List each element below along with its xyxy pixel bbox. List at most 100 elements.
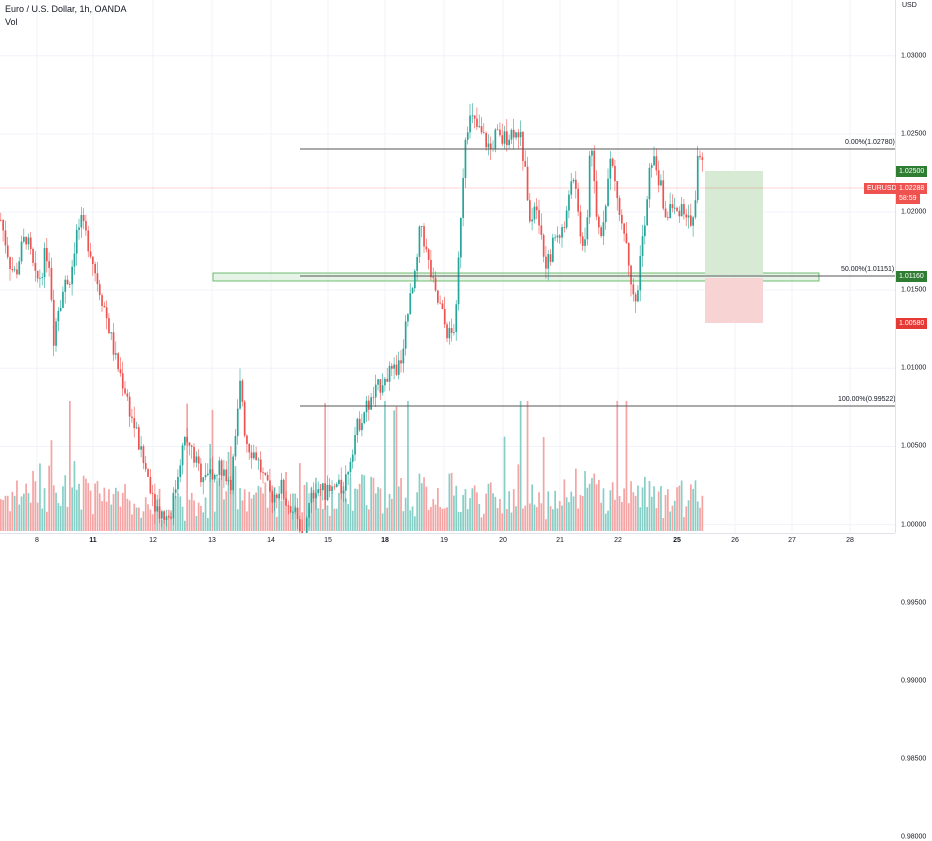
fib-label-100: 100.00%(0.99522) — [838, 396, 896, 403]
volume-bar — [29, 502, 32, 531]
candle-body — [43, 247, 46, 278]
volume-bar — [508, 491, 510, 531]
volume-bar — [117, 491, 119, 531]
chart-area[interactable]: Euro / U.S. Dollar, 1h, OANDA Vol 0.00%(… — [0, 0, 896, 838]
symbol-title[interactable]: Euro / U.S. Dollar, 1h, OANDA — [5, 4, 127, 14]
volume-bar — [18, 504, 21, 531]
volume-bar — [94, 483, 96, 531]
candle-body — [600, 227, 602, 237]
volume-bar — [676, 487, 678, 531]
volume-bar — [303, 484, 306, 531]
volume-bar — [512, 489, 515, 531]
time-tick-label: 11 — [89, 537, 97, 544]
volume-bar — [667, 489, 669, 531]
volume-bar — [446, 507, 448, 531]
volume-bars — [0, 401, 704, 531]
candle-body — [598, 216, 600, 228]
volume-bar — [135, 507, 138, 531]
candle-body — [172, 492, 175, 519]
candle-body — [0, 219, 2, 221]
candle-body — [650, 165, 653, 168]
candle-body — [165, 516, 168, 520]
symbol-tag: EURUSD — [864, 183, 900, 194]
price-tick-label: 1.02500 — [901, 130, 927, 138]
candle-body — [36, 270, 39, 279]
volume-bar — [333, 508, 336, 531]
candle-body — [23, 236, 25, 242]
candle-body — [593, 150, 596, 182]
candle-body — [296, 507, 299, 520]
stop-loss-zone[interactable] — [705, 278, 763, 323]
volume-bar — [331, 491, 333, 531]
volume-bar — [248, 491, 251, 531]
volume-bar — [218, 478, 221, 531]
volume-bar — [255, 492, 257, 531]
volume-bar — [193, 500, 195, 531]
volume-bar — [480, 517, 483, 531]
stop-loss-price-tag: 1.00580 — [896, 318, 928, 329]
candle-body — [149, 476, 152, 494]
volume-bar — [190, 493, 193, 531]
candle-body — [701, 157, 704, 160]
volume-bar — [174, 495, 177, 531]
volume-bar — [614, 499, 616, 531]
support-zone[interactable] — [212, 272, 820, 282]
candle-body — [538, 210, 540, 226]
volume-bar — [335, 508, 338, 531]
time-tick-label: 26 — [731, 537, 739, 544]
candlesticks — [0, 103, 704, 557]
candle-body — [627, 243, 630, 266]
candle-body — [207, 473, 209, 476]
candle-body — [696, 155, 699, 201]
volume-bar — [368, 509, 370, 531]
candle-body — [18, 261, 21, 275]
volume-bar — [639, 507, 642, 531]
candle-body — [370, 397, 372, 410]
candle-body — [512, 129, 515, 138]
candle-body — [140, 446, 142, 450]
volume-bar — [64, 475, 67, 531]
candle-body — [558, 235, 561, 238]
volume-bar — [418, 473, 421, 531]
candle-body — [52, 299, 55, 346]
candle-body — [614, 165, 616, 182]
bar-countdown-tag: 58:59 — [896, 193, 920, 204]
candle-body — [2, 219, 4, 231]
volume-bar — [473, 485, 476, 531]
candle-body — [476, 118, 478, 127]
volume-bar — [232, 475, 234, 531]
volume-bar — [455, 485, 458, 531]
time-scale[interactable]: 8 11 12 13 14 15 18 19 20 21 22 25 26 27 28 — [0, 533, 895, 551]
volume-indicator-label[interactable]: Vol — [5, 17, 18, 27]
volume-bar — [696, 501, 699, 531]
volume-bar — [280, 500, 283, 531]
candle-body — [80, 215, 83, 228]
candle-body — [381, 385, 384, 393]
volume-bar — [20, 496, 23, 531]
candle-body — [388, 365, 391, 382]
candle-body — [299, 519, 301, 532]
candle-body — [508, 139, 510, 146]
volume-bar — [36, 502, 39, 531]
volume-bar — [478, 504, 481, 531]
volume-bar — [623, 488, 625, 531]
candle-body — [110, 332, 113, 334]
volume-bar — [345, 498, 347, 531]
take-profit-zone[interactable] — [705, 171, 763, 275]
price-tick-label: 0.98500 — [901, 755, 927, 763]
volume-bar — [105, 501, 108, 531]
volume-bar — [402, 511, 405, 531]
volume-bar — [213, 511, 216, 531]
candle-body — [156, 506, 159, 512]
candle-body — [648, 167, 651, 200]
price-scale[interactable]: USD 1.040001.035001.030001.025001.020001… — [864, 0, 932, 841]
volume-bar — [50, 440, 53, 531]
volume-bar — [391, 498, 393, 531]
candle-body — [6, 245, 9, 258]
volume-bar — [46, 511, 48, 531]
candle-body — [374, 384, 377, 398]
chart-canvas[interactable] — [0, 0, 895, 838]
volume-bar — [579, 494, 582, 531]
volume-bar — [96, 481, 99, 531]
candle-body — [66, 279, 69, 285]
